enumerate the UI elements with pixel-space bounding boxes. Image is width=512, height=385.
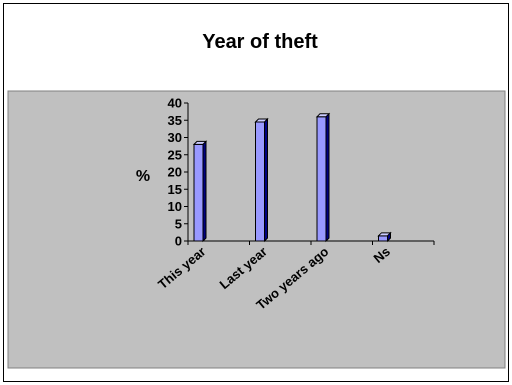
bar-side xyxy=(387,231,391,243)
bars xyxy=(192,112,392,243)
bar-side xyxy=(264,117,268,243)
y-axis: 0 5 10 15 20 25 30 35 40 xyxy=(168,96,189,249)
bar-front xyxy=(255,121,265,242)
y-tick-label: 15 xyxy=(168,182,182,197)
bar xyxy=(315,112,331,243)
y-tick-label: 40 xyxy=(168,96,182,111)
bar-side xyxy=(325,112,330,243)
chart-title: Year of theft xyxy=(202,31,318,53)
bar xyxy=(377,231,392,243)
y-tick-label: 5 xyxy=(175,216,182,231)
y-tick-label: 25 xyxy=(168,147,182,162)
y-tick-label: 20 xyxy=(168,165,182,180)
x-axis xyxy=(187,240,435,245)
y-tick-label: 35 xyxy=(168,113,182,128)
y-tick-label: 0 xyxy=(175,234,182,249)
bar xyxy=(254,117,269,243)
bar-front xyxy=(378,235,388,242)
y-tick-label: 10 xyxy=(168,199,182,214)
bar xyxy=(192,140,208,243)
bar-side xyxy=(202,140,207,243)
bar-front xyxy=(316,116,327,242)
y-tick-label: 30 xyxy=(168,130,182,145)
y-axis-label: % xyxy=(136,168,150,185)
bar-front xyxy=(193,143,204,242)
